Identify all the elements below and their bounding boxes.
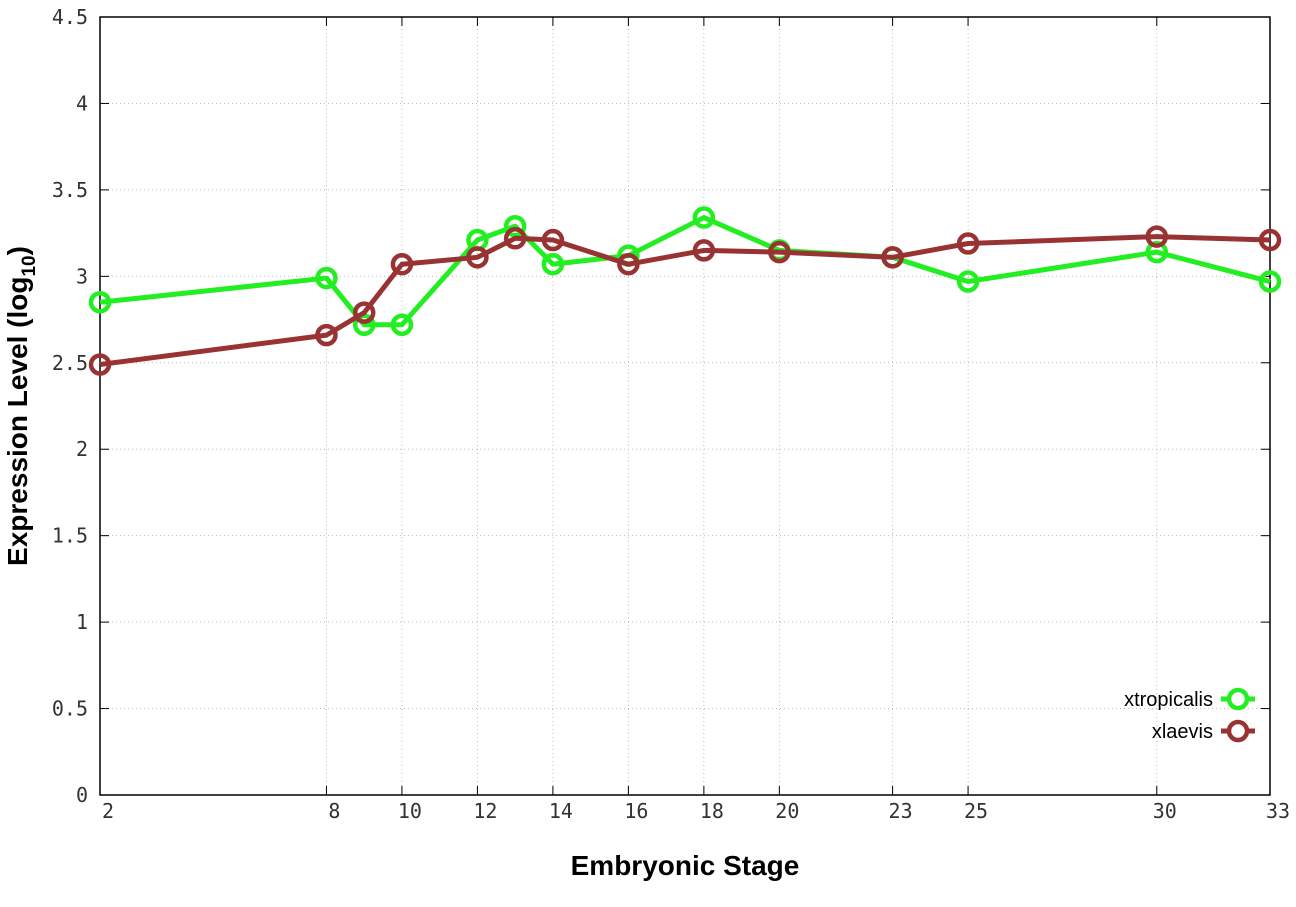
data-point <box>881 246 904 269</box>
legend-item-xlaevis: xlaevis <box>1152 719 1255 743</box>
x-tick-label: 30 <box>1153 799 1177 823</box>
data-point <box>1258 270 1282 293</box>
data-point <box>88 291 112 314</box>
data-point <box>956 232 980 255</box>
data-point <box>466 246 489 269</box>
data-point <box>352 313 376 336</box>
y-tick-label: 3.5 <box>52 178 88 202</box>
x-axis-title: Embryonic Stage <box>571 850 800 881</box>
y-tick-label: 0 <box>76 783 88 807</box>
x-tick-label: 2 <box>102 799 114 823</box>
y-tick-label: 4.5 <box>52 5 88 29</box>
series-xtropicalis <box>88 206 1282 336</box>
plot-frame <box>99 16 1271 796</box>
x-tick-label: 10 <box>398 799 422 823</box>
data-point <box>503 214 527 238</box>
y-tick-label: 3 <box>76 264 88 288</box>
y-tick-label: 2.5 <box>52 351 88 375</box>
legend-label: xlaevis <box>1152 721 1213 743</box>
x-tick-label: 20 <box>775 799 799 823</box>
data-point <box>617 252 640 276</box>
data-point <box>956 270 980 293</box>
data-point <box>315 266 338 290</box>
x-tick-label: 23 <box>889 799 913 823</box>
data-point <box>1258 228 1282 252</box>
y-axis-title: Expression Level (log10) <box>2 246 40 566</box>
y-tick-label: 1 <box>76 610 88 634</box>
y-tick-label: 4 <box>76 91 88 115</box>
grid-lines <box>100 17 1270 795</box>
data-point <box>541 228 565 252</box>
data-point <box>503 227 527 250</box>
legend-swatch-marker <box>1226 687 1250 711</box>
legend-label: xtropicalis <box>1124 689 1213 711</box>
data-point <box>390 313 414 336</box>
legend-swatch-marker <box>1226 719 1250 743</box>
legend: xtropicalis xlaevis <box>1124 687 1255 743</box>
axis-ticks: 2 8 10 12 14 16 18 20 23 25 30 33 0 0.5 1 1.5 2 2.5 3 3.5 4 4… <box>52 5 1290 823</box>
data-point <box>692 239 716 262</box>
data-point <box>390 252 414 276</box>
data-point <box>692 206 716 229</box>
y-axis-title-main: Expression Level (log <box>2 277 33 566</box>
data-point <box>541 252 565 276</box>
x-tick-label: 12 <box>473 799 497 823</box>
y-axis-title-close: ) <box>2 246 33 255</box>
x-tick-label: 16 <box>624 799 648 823</box>
legend-item-xtropicalis: xtropicalis <box>1124 687 1255 711</box>
data-point <box>1145 240 1169 264</box>
series-xlaevis <box>88 225 1282 376</box>
series-line <box>99 215 1271 328</box>
data-point <box>768 240 791 264</box>
y-tick-label: 0.5 <box>52 697 88 721</box>
x-tick-label: 33 <box>1266 799 1290 823</box>
x-tick-label: 14 <box>549 799 573 823</box>
x-tick-label: 25 <box>964 799 988 823</box>
x-tick-label: 8 <box>328 799 340 823</box>
y-tick-label: 2 <box>76 437 88 461</box>
y-axis-title-subscript: 10 <box>19 255 40 276</box>
data-point <box>352 301 376 324</box>
data-point <box>315 323 338 347</box>
data-point <box>88 353 112 376</box>
data-point <box>1145 225 1169 248</box>
series-layer <box>88 206 1282 376</box>
y-tick-label: 1.5 <box>52 524 88 548</box>
x-tick-label: 18 <box>700 799 724 823</box>
